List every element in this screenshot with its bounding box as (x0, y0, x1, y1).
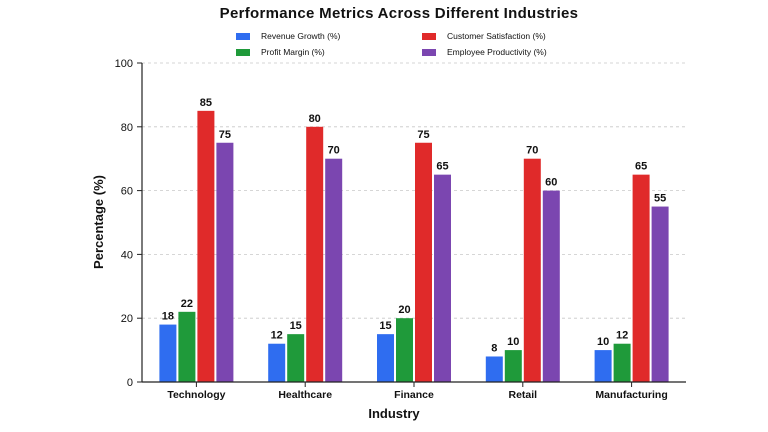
legend-swatch (236, 48, 250, 56)
bar (268, 343, 286, 382)
y-tick-label: 20 (121, 313, 133, 325)
y-tick-label: 60 (121, 186, 133, 198)
data-label: 70 (526, 145, 538, 157)
bar (396, 318, 413, 382)
legend-item-revenue-growth: Revenue Growth (%) (236, 31, 340, 41)
data-label: 8 (491, 342, 497, 354)
data-label: 10 (597, 336, 609, 348)
data-label: 22 (181, 298, 193, 310)
data-label: 65 (436, 161, 448, 173)
bar (504, 350, 522, 382)
legend-item-employee-productivity: Employee Productivity (%) (422, 47, 547, 57)
legend-swatch (422, 48, 436, 56)
data-label: 55 (654, 193, 666, 205)
bar (306, 126, 324, 382)
bar (434, 174, 451, 382)
bar (178, 311, 196, 382)
data-label: 80 (309, 113, 321, 125)
legend-label: Profit Margin (%) (261, 47, 325, 57)
bar (485, 356, 503, 382)
y-tick-label: 80 (121, 122, 133, 134)
bar (415, 142, 432, 382)
bar (287, 334, 305, 382)
bar (523, 158, 541, 382)
bar (594, 350, 612, 382)
bar (542, 190, 560, 382)
y-axis-title: Percentage (%) (91, 175, 106, 269)
x-tick-label: Finance (394, 389, 434, 401)
legend-swatch (236, 32, 250, 40)
data-label: 75 (219, 129, 231, 141)
legend-label: Employee Productivity (%) (447, 47, 547, 57)
y-tick-label: 0 (127, 377, 133, 389)
x-tick-label: Manufacturing (595, 389, 667, 401)
data-label: 65 (635, 161, 647, 173)
x-tick-label: Technology (167, 389, 225, 401)
bar (325, 158, 343, 382)
x-axis-title: Industry (368, 406, 420, 421)
legend-item-profit-margin: Profit Margin (%) (236, 47, 325, 57)
y-tick-label: 100 (115, 58, 133, 70)
bar (613, 343, 631, 382)
data-labels: 18 22 85 75 12 15 80 70 15 20 75 65 8 10 70 60 10 12 65 55 (162, 97, 666, 355)
legend-swatch (422, 32, 436, 40)
data-label: 12 (616, 330, 628, 342)
data-label: 85 (200, 97, 212, 109)
bar (197, 110, 215, 382)
data-label: 10 (507, 336, 519, 348)
data-label: 15 (290, 320, 302, 332)
axes: 0 20 40 60 80 100 Technology Healthcare Finance R… (115, 58, 686, 401)
x-tick-label: Healthcare (278, 389, 332, 401)
x-tick-label: Retail (509, 389, 538, 401)
data-label: 60 (545, 177, 557, 189)
bars (159, 110, 669, 382)
legend-label: Customer Satisfaction (%) (447, 31, 546, 41)
legend-label: Revenue Growth (%) (261, 31, 341, 41)
legend: Revenue Growth (%) Profit Margin (%) Cus… (236, 31, 616, 61)
data-label: 18 (162, 311, 174, 323)
bar (632, 174, 650, 382)
data-label: 15 (379, 320, 391, 332)
y-tick-label: 40 (121, 249, 133, 261)
data-label: 70 (328, 145, 340, 157)
chart-title: Performance Metrics Across Different Ind… (219, 5, 579, 22)
data-label: 20 (398, 304, 410, 316)
data-label: 12 (271, 330, 283, 342)
bar (159, 324, 177, 382)
bar (377, 334, 394, 382)
data-label: 75 (417, 129, 429, 141)
legend-item-customer-satisfaction: Customer Satisfaction (%) (422, 31, 546, 41)
bar (651, 206, 669, 382)
bar (216, 142, 234, 382)
